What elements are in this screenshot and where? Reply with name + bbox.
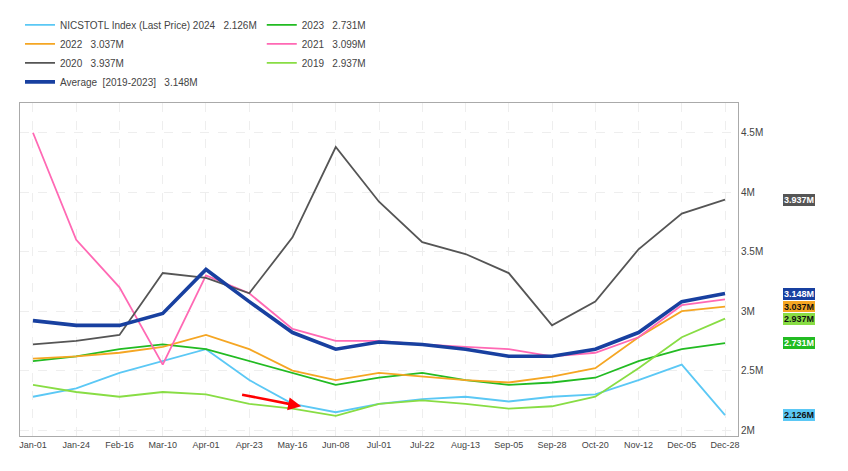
- svg-text:May-16: May-16: [277, 440, 307, 450]
- svg-text:2022 3.037M: 2022 3.037M: [60, 39, 124, 50]
- svg-text:Average [2019-2023] 3.148M: Average [2019-2023] 3.148M: [60, 77, 198, 88]
- svg-text:NICSTOTL Index (Last Price) 20: NICSTOTL Index (Last Price) 2024 2.126M: [60, 20, 257, 31]
- svg-text:3.5M: 3.5M: [741, 246, 763, 257]
- svg-text:2021 3.099M: 2021 3.099M: [302, 39, 366, 50]
- svg-text:Jul-22: Jul-22: [410, 440, 435, 450]
- svg-text:3.148M: 3.148M: [784, 289, 814, 299]
- svg-text:Sep-05: Sep-05: [494, 440, 523, 450]
- svg-text:Jan-24: Jan-24: [62, 440, 90, 450]
- svg-text:3.037M: 3.037M: [784, 302, 814, 312]
- svg-text:Jan-01: Jan-01: [19, 440, 47, 450]
- svg-text:Mar-10: Mar-10: [148, 440, 177, 450]
- svg-text:Jun-08: Jun-08: [322, 440, 350, 450]
- svg-text:4M: 4M: [741, 187, 755, 198]
- svg-text:Aug-13: Aug-13: [451, 440, 480, 450]
- svg-text:Dec-05: Dec-05: [667, 440, 696, 450]
- svg-text:Apr-01: Apr-01: [192, 440, 219, 450]
- svg-text:2.937M: 2.937M: [784, 314, 814, 324]
- svg-text:2019 2.937M: 2019 2.937M: [302, 58, 366, 69]
- svg-text:4.5M: 4.5M: [741, 127, 763, 138]
- svg-text:2023 2.731M: 2023 2.731M: [302, 20, 366, 31]
- svg-text:2M: 2M: [741, 425, 755, 436]
- svg-text:Sep-28: Sep-28: [537, 440, 566, 450]
- svg-text:2.5M: 2.5M: [741, 365, 763, 376]
- svg-text:Oct-20: Oct-20: [582, 440, 609, 450]
- svg-text:3.937M: 3.937M: [784, 195, 814, 205]
- svg-text:Jul-01: Jul-01: [367, 440, 392, 450]
- svg-text:Nov-12: Nov-12: [624, 440, 653, 450]
- svg-text:Feb-16: Feb-16: [105, 440, 134, 450]
- svg-text:2020 3.937M: 2020 3.937M: [60, 58, 124, 69]
- svg-text:3M: 3M: [741, 306, 755, 317]
- svg-text:Dec-28: Dec-28: [711, 440, 740, 450]
- svg-text:2.731M: 2.731M: [784, 338, 814, 348]
- svg-text:Apr-23: Apr-23: [236, 440, 263, 450]
- svg-text:2.126M: 2.126M: [784, 410, 814, 420]
